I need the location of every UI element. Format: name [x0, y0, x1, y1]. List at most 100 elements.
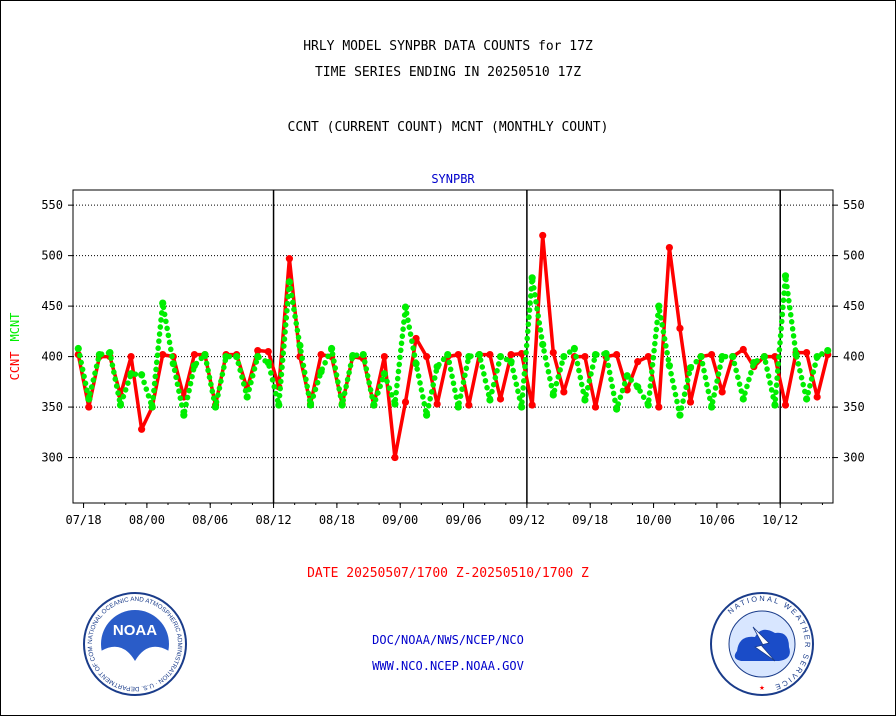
- data-point-mcnt: [750, 359, 758, 367]
- data-point-mcnt: [729, 352, 737, 361]
- x-tick-label: 08/18: [319, 513, 355, 527]
- data-point-mcnt: [74, 344, 82, 353]
- data-point-ccnt: [507, 350, 515, 359]
- data-point-mcnt: [138, 371, 146, 379]
- x-tick-label: 10/00: [635, 513, 671, 527]
- data-point-mcnt: [127, 370, 135, 378]
- x-tick-label: 10/06: [699, 513, 735, 527]
- chart-title: SYNPBR: [431, 172, 475, 186]
- data-point-ccnt: [539, 231, 547, 240]
- data-point-ccnt: [127, 352, 135, 361]
- data-point-mcnt: [591, 350, 600, 359]
- data-point-mcnt: [570, 344, 578, 353]
- data-point-mcnt: [623, 372, 631, 380]
- data-point-mcnt: [190, 362, 198, 370]
- data-point-ccnt: [264, 347, 272, 356]
- data-point-mcnt: [243, 393, 251, 401]
- data-point-ccnt: [581, 352, 589, 361]
- data-point-mcnt: [444, 350, 452, 359]
- data-point-mcnt: [507, 358, 515, 366]
- data-point-mcnt: [739, 395, 747, 403]
- data-point-mcnt: [328, 344, 336, 353]
- data-point-ccnt: [285, 255, 293, 263]
- data-point-ccnt: [665, 243, 673, 252]
- nws-logo: NATIONAL WEATHER SERVICE ★: [710, 592, 814, 696]
- plot-area: [72, 189, 834, 504]
- data-point-mcnt: [222, 352, 230, 361]
- data-point-ccnt: [138, 425, 146, 433]
- data-point-ccnt: [380, 352, 388, 361]
- data-point-mcnt: [602, 349, 610, 358]
- data-point-mcnt: [581, 396, 589, 404]
- data-point-mcnt: [306, 401, 315, 409]
- data-point-mcnt: [634, 383, 642, 391]
- data-point-mcnt: [686, 364, 695, 372]
- x-tick-label: 09/12: [509, 513, 545, 527]
- data-point-mcnt: [380, 370, 388, 378]
- data-point-mcnt: [560, 352, 568, 361]
- nws-star-icon: ★: [759, 683, 765, 693]
- data-point-ccnt: [803, 348, 811, 357]
- data-point-mcnt: [254, 352, 262, 361]
- y-tick-label-left: 400: [41, 350, 63, 364]
- data-point-mcnt: [211, 403, 220, 411]
- data-point-ccnt: [634, 358, 642, 366]
- data-point-mcnt: [549, 391, 557, 399]
- x-tick-label: 08/00: [129, 513, 165, 527]
- data-point-mcnt: [486, 396, 494, 404]
- website-link[interactable]: WWW.NCO.NCEP.NOAA.GOV: [372, 659, 524, 673]
- y-tick-label-right: 300: [843, 451, 865, 465]
- x-tick-label: 08/12: [255, 513, 291, 527]
- series-line-ccnt: [76, 233, 830, 460]
- y-axis-label-ccnt: CCNT: [8, 352, 22, 381]
- org-path: DOC/NOAA/NWS/NCEP/NCO: [372, 633, 524, 647]
- date-range: DATE 20250507/1700 Z-20250510/1700 Z: [307, 566, 589, 581]
- y-tick-label-left: 550: [41, 198, 63, 212]
- nws-lightning-icon: [752, 626, 776, 662]
- data-point-mcnt: [180, 411, 188, 419]
- y-tick-label-right: 550: [843, 198, 865, 212]
- data-point-mcnt: [539, 340, 547, 349]
- data-point-mcnt: [496, 352, 505, 361]
- data-point-ccnt: [676, 324, 684, 332]
- y-tick-label-left: 300: [41, 451, 63, 465]
- data-point-mcnt: [317, 368, 325, 376]
- series-description: CCNT (CURRENT COUNT) MCNT (MONTHLY COUNT…: [287, 120, 609, 135]
- y-tick-label-left: 500: [41, 249, 63, 263]
- data-point-mcnt: [433, 363, 441, 371]
- x-tick-label: 08/06: [192, 513, 228, 527]
- data-point-ccnt: [813, 393, 821, 401]
- noaa-logo: NATIONAL OCEANIC AND ATMOSPHERIC ADMINIS…: [82, 591, 187, 696]
- x-tick-label: 09/06: [445, 513, 481, 527]
- y-tick-label-right: 350: [843, 400, 865, 414]
- data-point-ccnt: [655, 403, 663, 411]
- data-point-mcnt: [296, 341, 304, 350]
- data-point-mcnt: [201, 350, 209, 359]
- data-point-ccnt: [433, 400, 441, 408]
- data-point-mcnt: [275, 401, 283, 409]
- data-point-mcnt: [285, 278, 293, 286]
- data-point-ccnt: [254, 346, 262, 355]
- data-point-ccnt: [85, 403, 93, 411]
- y-axis-label-mcnt: MCNT: [8, 313, 22, 342]
- data-point-mcnt: [349, 351, 357, 360]
- data-point-mcnt: [771, 401, 779, 409]
- data-point-ccnt: [465, 401, 473, 409]
- data-point-mcnt: [644, 401, 652, 409]
- noaa-logo-text: NOAA: [113, 622, 157, 639]
- data-point-mcnt: [370, 401, 378, 409]
- data-point-ccnt: [528, 401, 536, 409]
- data-point-mcnt: [116, 401, 125, 409]
- data-point-ccnt: [549, 348, 557, 357]
- data-point-mcnt: [813, 352, 821, 361]
- data-point-mcnt: [697, 352, 705, 361]
- data-point-mcnt: [824, 346, 832, 355]
- data-point-mcnt: [465, 352, 473, 361]
- data-point-ccnt: [423, 352, 431, 361]
- data-point-ccnt: [623, 386, 631, 394]
- data-point-ccnt: [686, 398, 695, 406]
- data-point-mcnt: [85, 395, 93, 403]
- data-point-mcnt: [518, 403, 526, 411]
- data-point-mcnt: [613, 405, 621, 413]
- data-point-mcnt: [760, 352, 768, 361]
